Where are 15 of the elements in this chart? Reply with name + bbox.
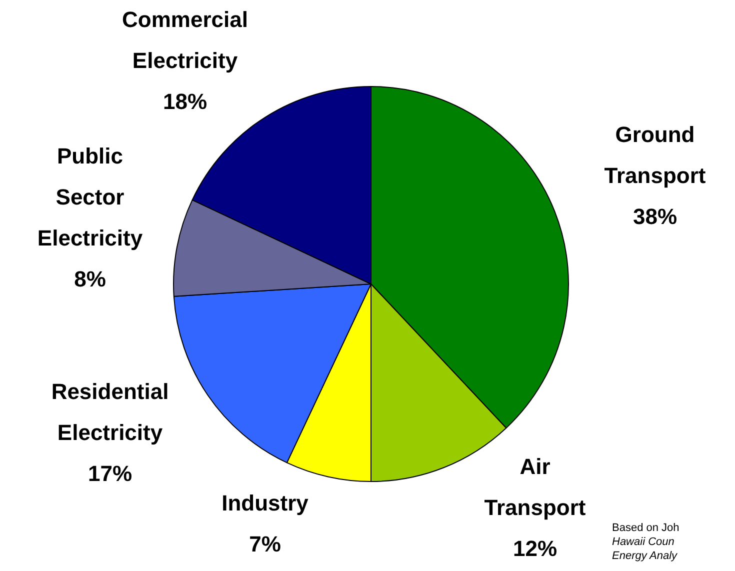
slice-label: Public Sector Electricity <box>37 144 144 251</box>
data-label: 17% <box>88 461 132 486</box>
slice-label: Commercial Electricity <box>122 7 248 74</box>
text: Hawaii Coun <box>612 536 674 548</box>
data-label: 38% <box>632 204 678 230</box>
text: Energy Analy <box>612 550 679 562</box>
data-label: 12% <box>512 536 558 562</box>
slice-label: Industry <box>222 490 310 516</box>
text: Based on Joh <box>612 522 680 534</box>
data-label: 8% <box>74 266 106 292</box>
slice-label: Residential Electricity <box>51 379 169 446</box>
data-label: 7% <box>249 532 281 557</box>
data-label: 18% <box>162 89 208 114</box>
slice-label: Air Transport <box>484 454 586 520</box>
slice-label: Ground Transport <box>604 122 706 188</box>
